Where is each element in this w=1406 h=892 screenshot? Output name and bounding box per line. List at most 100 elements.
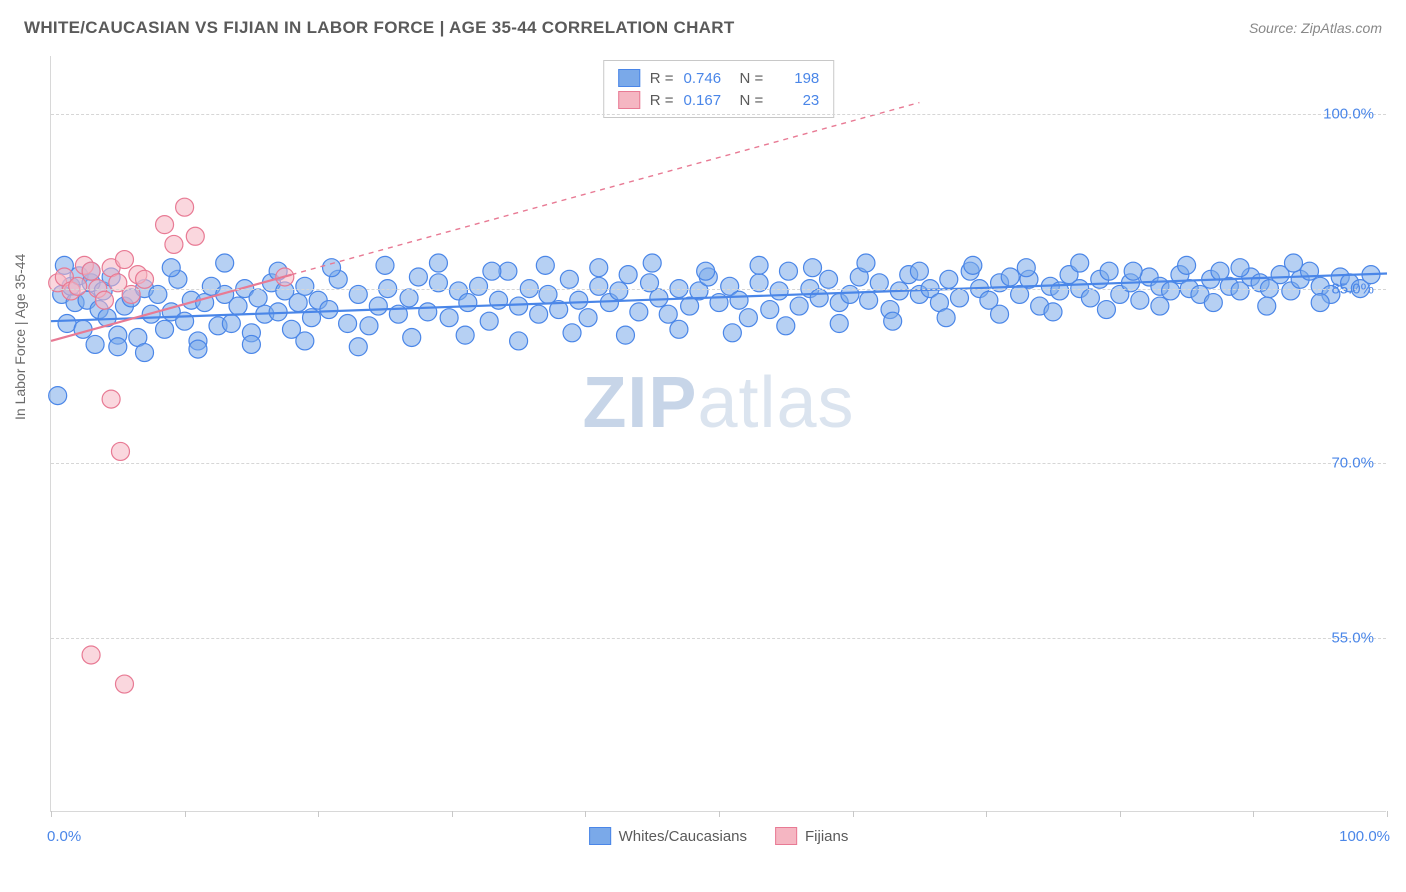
scatter-point [249,289,267,307]
stats-row: R = 0.746 N = 198 [618,67,820,89]
scatter-point [950,289,968,307]
chart-title: WHITE/CAUCASIAN VS FIJIAN IN LABOR FORCE… [24,18,735,38]
scatter-point [937,309,955,327]
scatter-point [910,262,928,280]
trend-line-dashed [291,103,919,275]
y-axis-label: In Labor Force | Age 35-44 [12,254,28,420]
xtick-mark [1253,811,1254,817]
r-label: R = [650,70,674,87]
legend-swatch [589,827,611,845]
scatter-point [136,270,154,288]
gridline-h [51,289,1386,290]
scatter-point [111,442,129,460]
scatter-point [470,277,488,295]
scatter-point [1204,294,1222,312]
scatter-point [790,297,808,315]
scatter-svg [51,56,1386,811]
scatter-point [857,254,875,272]
xtick-mark [585,811,586,817]
gridline-h [51,638,1386,639]
scatter-point [216,254,234,272]
scatter-point [349,338,367,356]
r-label: R = [650,92,674,109]
scatter-point [761,301,779,319]
scatter-point [95,291,113,309]
scatter-point [1311,294,1329,312]
ytick-label: 100.0% [1323,106,1374,123]
legend-swatch [775,827,797,845]
scatter-point [323,259,341,277]
scatter-point [739,309,757,327]
scatter-point [82,646,100,664]
scatter-point [560,270,578,288]
n-value: 23 [773,92,819,109]
scatter-point [1081,289,1099,307]
scatter-point [58,315,76,333]
gridline-h [51,114,1386,115]
scatter-point [102,390,120,408]
xtick-label-left: 0.0% [47,828,81,845]
scatter-point [777,317,795,335]
scatter-point [1231,259,1249,277]
scatter-point [630,303,648,321]
scatter-point [530,305,548,323]
scatter-point [643,254,661,272]
legend-item: Fijians [775,827,848,845]
scatter-point [499,262,517,280]
scatter-point [1162,282,1180,300]
scatter-point [459,294,477,312]
scatter-point [115,251,133,269]
scatter-point [820,270,838,288]
xtick-mark [853,811,854,817]
scatter-point [296,277,314,295]
scatter-point [616,326,634,344]
scatter-point [339,315,357,333]
scatter-point [400,289,418,307]
r-value: 0.746 [684,70,730,87]
scatter-point [510,332,528,350]
scatter-point [670,320,688,338]
chart-header: WHITE/CAUCASIAN VS FIJIAN IN LABOR FORCE… [0,0,1406,52]
ytick-label: 85.0% [1331,280,1374,297]
scatter-point [570,291,588,309]
scatter-point [1178,256,1196,274]
scatter-point [156,216,174,234]
stats-row: R =0.167N =23 [618,89,820,111]
scatter-point [1097,301,1115,319]
scatter-point [296,332,314,350]
scatter-point [176,312,194,330]
scatter-point [730,291,748,309]
scatter-point [320,301,338,319]
scatter-point [156,320,174,338]
scatter-point [186,227,204,245]
scatter-point [770,282,788,300]
scatter-point [86,335,104,353]
xtick-mark [51,811,52,817]
scatter-point [429,254,447,272]
legend-item: Whites/Caucasians [589,827,747,845]
scatter-point [109,338,127,356]
scatter-point [136,344,154,362]
scatter-point [804,259,822,277]
scatter-point [360,317,378,335]
r-value: 0.167 [684,92,730,109]
scatter-point [1124,262,1142,280]
scatter-point [579,309,597,327]
scatter-point [991,305,1009,323]
n-value: 198 [773,70,819,87]
bottom-legend: Whites/Caucasians Fijians [589,827,849,845]
scatter-point [1044,303,1062,321]
scatter-point [176,198,194,216]
scatter-point [510,297,528,315]
scatter-point [650,289,668,307]
scatter-point [884,312,902,330]
scatter-point [1017,259,1035,277]
xtick-mark [719,811,720,817]
ytick-label: 70.0% [1331,455,1374,472]
chart-plot-area: ZIPatlas R =0.746N =198R =0.167N =23 Whi… [50,56,1386,812]
scatter-point [189,340,207,358]
legend-swatch [618,69,640,87]
n-label: N = [740,70,764,87]
scatter-point [403,328,421,346]
scatter-point [419,303,437,321]
